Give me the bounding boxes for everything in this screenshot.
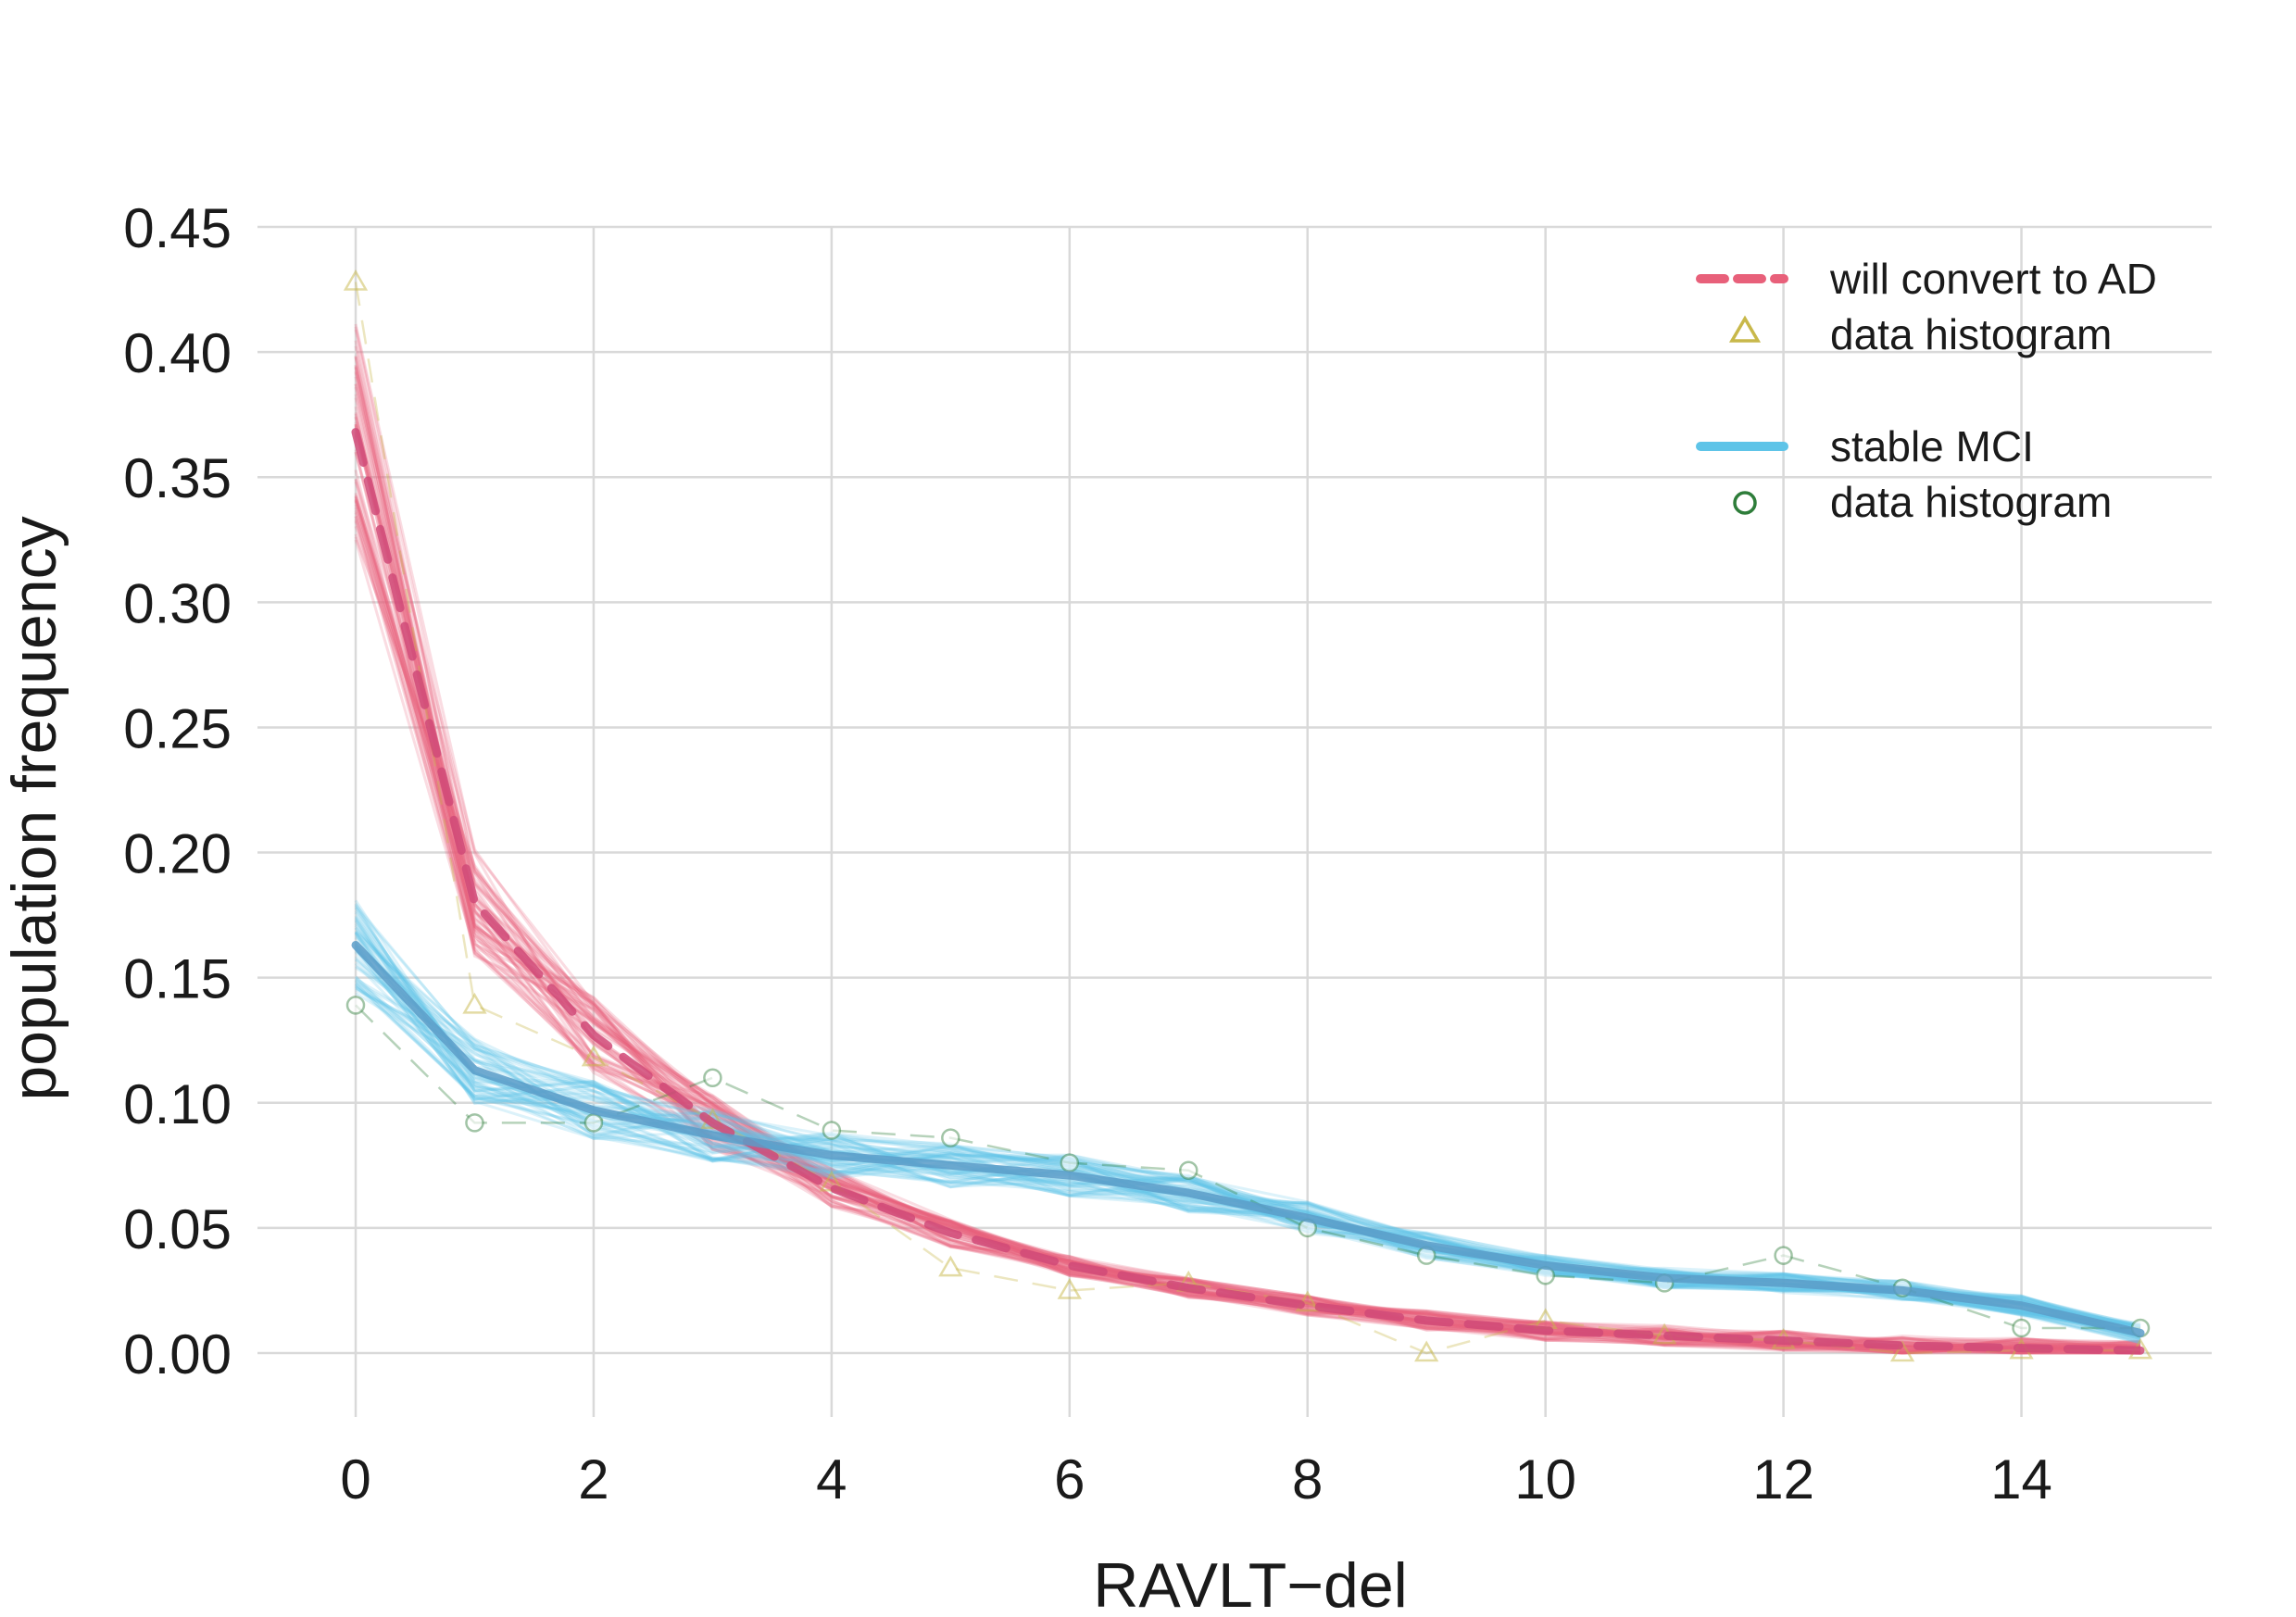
legend-circle-icon [1733, 491, 1757, 515]
sample-line [354, 520, 2141, 1353]
sample-line [354, 479, 2141, 1355]
sample-line [354, 500, 2141, 1355]
sample-line [355, 985, 2141, 1339]
sample-line [354, 492, 2141, 1355]
sample-line [354, 507, 2141, 1355]
histogram-point [343, 269, 369, 291]
y-tick-label: 0.30 [123, 572, 232, 634]
sample-line [354, 386, 2141, 1351]
x-tick-label: 10 [1514, 1448, 1576, 1510]
histogram-point [703, 1068, 722, 1088]
sample-line [355, 988, 2141, 1327]
histogram-point [1179, 1160, 1198, 1180]
sample-line [354, 366, 2141, 1355]
legend-label-stable-mci: stable MCI [1830, 422, 2034, 470]
sample-line [354, 955, 2141, 1334]
histogram-point [345, 996, 366, 1015]
sample-line [354, 504, 2141, 1355]
histogram-point [1060, 1153, 1080, 1172]
histogram-point [1057, 1277, 1082, 1299]
mean-line [351, 941, 2145, 1337]
x-tick-label: 8 [1292, 1448, 1323, 1510]
histogram-point [941, 1128, 960, 1147]
sample-line [354, 509, 2141, 1352]
sample-line [354, 424, 2141, 1351]
sample-line [354, 481, 2141, 1355]
sample-line [354, 519, 2141, 1349]
y-tick-label: 0.40 [123, 322, 232, 384]
sample-line [354, 495, 2141, 1355]
sample-line [354, 920, 2141, 1328]
histogram-point [2012, 1318, 2031, 1338]
sample-line [354, 494, 2141, 1355]
histogram-point [581, 1045, 607, 1067]
x-tick-label: 0 [340, 1448, 370, 1510]
histogram-markers [343, 269, 2153, 1362]
sample-line [354, 367, 2141, 1355]
sample-line [354, 501, 2141, 1355]
y-tick-label: 0.35 [123, 447, 232, 509]
histogram-point [583, 1113, 604, 1133]
sample-line [354, 323, 2141, 1348]
x-tick-label: 2 [578, 1448, 609, 1510]
sample-line [354, 533, 2141, 1355]
histogram-point [1414, 1340, 1439, 1362]
histogram-point [465, 1113, 484, 1133]
sample-line [354, 496, 2141, 1352]
x-axis-ticks: 0 2 4 6 8 10 12 14 [340, 1448, 2052, 1510]
y-axis-ticks: 0.00 0.05 0.10 0.15 0.20 0.25 0.30 0.35 0.40 0.45 [123, 197, 232, 1385]
sample-line [355, 966, 2141, 1328]
mean-line [351, 428, 2145, 1355]
y-tick-label: 0.00 [123, 1323, 232, 1385]
grid [257, 225, 2212, 1417]
histogram-point [822, 1121, 842, 1140]
y-tick-label: 0.45 [123, 197, 232, 259]
sample-line [355, 965, 2141, 1328]
y-tick-label: 0.25 [123, 697, 232, 759]
sample-line [355, 977, 2141, 1336]
y-tick-label: 0.20 [123, 823, 232, 885]
sample-line [354, 536, 2140, 1355]
y-tick-label: 0.05 [123, 1198, 232, 1260]
x-tick-label: 4 [816, 1448, 847, 1510]
legend-label-convert-ad: will convert to AD [1829, 255, 2157, 303]
sample-line [354, 539, 2141, 1355]
sample-line [354, 931, 2141, 1326]
mean-lines [351, 428, 2145, 1355]
legend: will convert to AD data histogram stable… [1696, 255, 2157, 526]
legend-label-ad-histogram: data histogram [1830, 310, 2112, 358]
y-tick-label: 0.10 [123, 1073, 232, 1135]
y-tick-label: 0.15 [123, 948, 232, 1010]
histogram-point [1774, 1246, 1793, 1265]
histogram-point [1889, 1340, 1915, 1362]
legend-label-mci-histogram: data histogram [1830, 478, 2112, 526]
legend-triangle-icon [1728, 315, 1762, 343]
sample-line [354, 495, 2141, 1354]
histogram-point [938, 1255, 963, 1277]
histogram-point [462, 992, 487, 1014]
x-tick-label: 14 [1990, 1448, 2052, 1510]
x-axis-label: RAVLT−del [1093, 1550, 1408, 1617]
sample-line [354, 499, 2141, 1355]
x-tick-label: 6 [1054, 1448, 1085, 1510]
sample-line [354, 498, 2141, 1352]
y-axis-label: population frequency [0, 516, 69, 1100]
x-tick-label: 12 [1752, 1448, 1814, 1510]
